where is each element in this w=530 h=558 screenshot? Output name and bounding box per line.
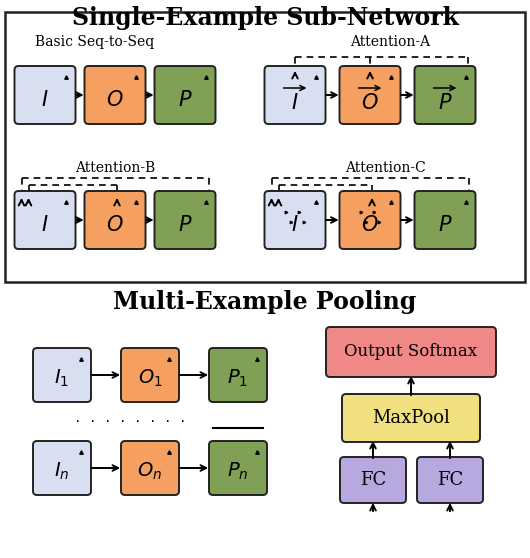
Text: MaxPool: MaxPool [372, 409, 450, 427]
FancyBboxPatch shape [264, 66, 325, 124]
FancyBboxPatch shape [340, 457, 406, 503]
FancyBboxPatch shape [414, 191, 475, 249]
Text: $O_n$: $O_n$ [137, 460, 163, 482]
FancyBboxPatch shape [326, 327, 496, 377]
Text: $P_1$: $P_1$ [227, 367, 249, 389]
FancyBboxPatch shape [414, 66, 475, 124]
FancyBboxPatch shape [84, 66, 146, 124]
FancyBboxPatch shape [33, 441, 91, 495]
Text: $P$: $P$ [438, 93, 452, 113]
Text: $I$: $I$ [291, 93, 299, 113]
FancyBboxPatch shape [417, 457, 483, 503]
Text: Basic Seq-to-Seq: Basic Seq-to-Seq [36, 35, 155, 49]
Text: Attention-B: Attention-B [75, 161, 155, 175]
Text: $O$: $O$ [361, 215, 379, 235]
Text: $I_1$: $I_1$ [55, 367, 69, 389]
FancyBboxPatch shape [14, 191, 75, 249]
FancyBboxPatch shape [209, 441, 267, 495]
FancyBboxPatch shape [121, 441, 179, 495]
FancyBboxPatch shape [340, 191, 401, 249]
FancyBboxPatch shape [340, 66, 401, 124]
FancyBboxPatch shape [209, 348, 267, 402]
Text: $I_n$: $I_n$ [54, 460, 70, 482]
FancyBboxPatch shape [155, 191, 216, 249]
Text: $P$: $P$ [178, 90, 192, 110]
Text: Attention-A: Attention-A [350, 35, 430, 49]
Text: $O_1$: $O_1$ [138, 367, 162, 389]
FancyBboxPatch shape [33, 348, 91, 402]
Text: $P$: $P$ [178, 215, 192, 235]
FancyBboxPatch shape [121, 348, 179, 402]
FancyBboxPatch shape [264, 191, 325, 249]
FancyBboxPatch shape [84, 191, 146, 249]
Text: $I$: $I$ [291, 215, 299, 235]
Text: $P$: $P$ [438, 215, 452, 235]
Text: Single-Example Sub-Network: Single-Example Sub-Network [72, 6, 458, 30]
FancyBboxPatch shape [14, 66, 75, 124]
Text: $O$: $O$ [361, 93, 379, 113]
Text: $P_n$: $P_n$ [227, 460, 249, 482]
FancyBboxPatch shape [342, 394, 480, 442]
FancyBboxPatch shape [155, 66, 216, 124]
Text: Attention-C: Attention-C [344, 161, 426, 175]
Text: . . . . . . . .: . . . . . . . . [74, 411, 186, 425]
Text: Output Softmax: Output Softmax [344, 344, 478, 360]
Text: $O$: $O$ [106, 90, 124, 110]
Text: $I$: $I$ [41, 215, 49, 235]
Text: FC: FC [437, 471, 463, 489]
Text: $O$: $O$ [106, 215, 124, 235]
Text: Multi-Example Pooling: Multi-Example Pooling [113, 290, 417, 314]
Text: FC: FC [360, 471, 386, 489]
Text: $I$: $I$ [41, 90, 49, 110]
